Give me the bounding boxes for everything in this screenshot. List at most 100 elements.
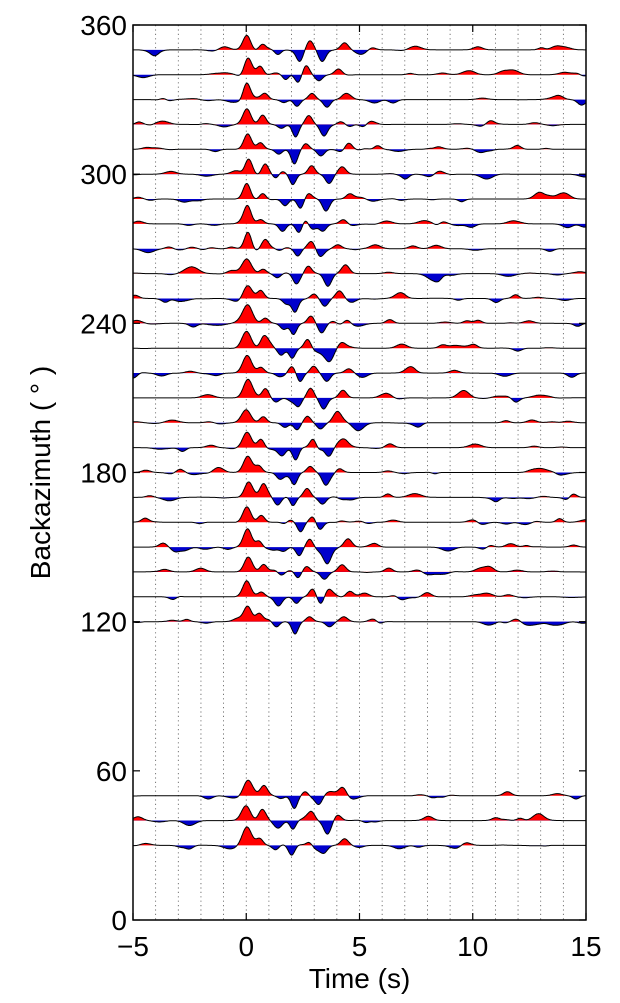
trace-line (132, 182, 586, 212)
trace-positive-fill (133, 379, 586, 398)
trace-300 (132, 158, 586, 186)
y-axis-label: Backazimuth ( ° ) (25, 366, 56, 579)
trace-negative-fill (133, 49, 586, 62)
trace-220 (132, 355, 586, 383)
trace-negative-fill (133, 323, 586, 335)
trace-130 (133, 580, 587, 607)
trace-positive-fill (133, 456, 586, 473)
trace-negative-fill (133, 621, 586, 634)
trace-line (133, 506, 586, 533)
y-tick-label: 240 (80, 308, 127, 339)
trace-positive-fill (133, 205, 586, 224)
trace-positive-fill (133, 827, 586, 846)
trace-positive-fill (133, 528, 586, 548)
trace-positive-fill (133, 580, 586, 597)
trace-240 (132, 304, 587, 335)
trace-line (133, 580, 587, 607)
trace-line (132, 158, 586, 186)
trace-line (132, 108, 586, 138)
trace-positive-fill (133, 133, 586, 150)
trace-line (132, 57, 587, 83)
y-tick-label: 120 (80, 607, 127, 638)
trace-negative-fill (133, 845, 586, 856)
trace-positive-fill (133, 805, 586, 821)
trace-310 (133, 133, 586, 165)
trace-line (133, 330, 586, 363)
trace-50 (133, 779, 587, 810)
trace-line (133, 556, 586, 580)
trace-line (133, 779, 587, 810)
y-tick-label: 60 (96, 756, 127, 787)
trace-line (132, 355, 586, 383)
trace-340 (132, 57, 587, 83)
trace-line (133, 231, 586, 257)
trace-positive-fill (133, 557, 586, 572)
trace-positive-fill (133, 108, 586, 125)
trace-negative-fill (133, 223, 586, 233)
x-tick-label: 15 (570, 931, 601, 962)
x-tick-label: −5 (117, 931, 149, 962)
trace-250 (132, 285, 586, 313)
trace-negative-fill (133, 373, 586, 382)
trace-line (133, 455, 586, 486)
trace-positive-fill (133, 58, 586, 75)
trace-positive-fill (133, 83, 586, 100)
trace-170 (133, 481, 586, 506)
trace-line (133, 82, 587, 108)
y-tick-label: 180 (80, 458, 127, 489)
trace-positive-fill (133, 409, 586, 423)
trace-line (132, 285, 586, 313)
trace-negative-fill (133, 298, 586, 313)
traces-layer (132, 34, 587, 856)
trace-230 (133, 330, 586, 363)
trace-positive-fill (133, 232, 586, 249)
trace-positive-fill (133, 506, 586, 523)
trace-positive-fill (133, 780, 586, 796)
trace-190 (133, 431, 586, 461)
trace-270 (133, 231, 586, 257)
trace-30 (132, 826, 586, 856)
trace-positive-fill (133, 482, 586, 498)
trace-120 (132, 605, 587, 635)
trace-line (133, 481, 586, 506)
trace-negative-fill (133, 273, 586, 287)
trace-positive-fill (133, 304, 586, 324)
trace-positive-fill (133, 285, 586, 299)
trace-line (132, 805, 586, 835)
x-tick-label: 5 (352, 931, 368, 962)
trace-180 (133, 455, 586, 486)
trace-line (133, 378, 586, 410)
trace-160 (133, 506, 586, 533)
trace-line (133, 431, 586, 461)
trace-350 (133, 34, 586, 63)
trace-positive-fill (133, 606, 586, 622)
x-tick-label: 0 (238, 931, 254, 962)
trace-line (132, 304, 587, 335)
trace-negative-fill (133, 422, 586, 431)
trace-line (133, 34, 586, 63)
trace-line (132, 826, 586, 856)
trace-40 (132, 805, 586, 835)
y-tick-label: 300 (80, 159, 127, 190)
trace-280 (132, 204, 586, 233)
trace-200 (133, 409, 586, 432)
trace-positive-fill (133, 355, 586, 374)
trace-290 (132, 182, 586, 212)
trace-210 (133, 378, 586, 410)
trace-150 (133, 528, 586, 565)
trace-line (133, 528, 586, 565)
trace-line (132, 204, 586, 233)
trace-positive-fill (133, 35, 586, 50)
trace-positive-fill (133, 432, 586, 448)
trace-line (133, 258, 587, 287)
y-tick-label: 360 (80, 10, 127, 41)
trace-140 (133, 556, 586, 580)
x-axis-label: Time (s) (309, 963, 411, 994)
trace-negative-fill (133, 447, 586, 460)
y-tick-label: 0 (111, 905, 127, 936)
trace-330 (133, 82, 587, 108)
trace-negative-fill (133, 547, 586, 564)
trace-line (132, 605, 587, 635)
